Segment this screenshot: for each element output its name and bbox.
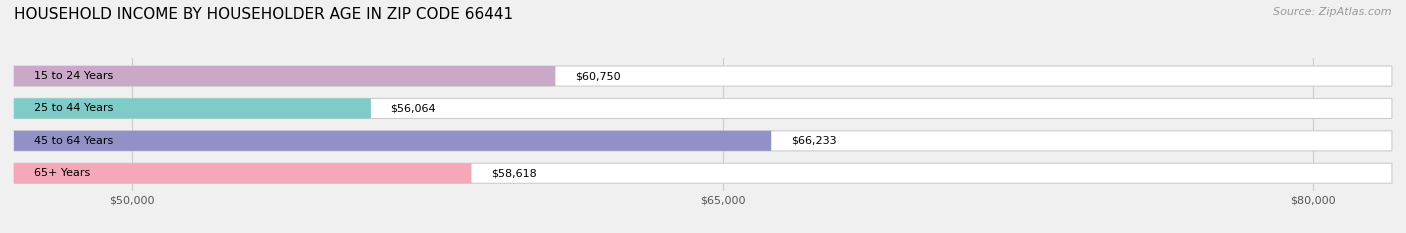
Text: $66,233: $66,233: [792, 136, 837, 146]
FancyBboxPatch shape: [14, 98, 1392, 119]
Text: $56,064: $56,064: [391, 103, 436, 113]
Text: 15 to 24 Years: 15 to 24 Years: [34, 71, 112, 81]
FancyBboxPatch shape: [14, 131, 1392, 151]
Text: $60,750: $60,750: [575, 71, 620, 81]
FancyBboxPatch shape: [14, 163, 471, 183]
Text: Source: ZipAtlas.com: Source: ZipAtlas.com: [1274, 7, 1392, 17]
Text: $58,618: $58,618: [491, 168, 537, 178]
Text: 65+ Years: 65+ Years: [34, 168, 90, 178]
FancyBboxPatch shape: [14, 98, 371, 119]
Text: HOUSEHOLD INCOME BY HOUSEHOLDER AGE IN ZIP CODE 66441: HOUSEHOLD INCOME BY HOUSEHOLDER AGE IN Z…: [14, 7, 513, 22]
FancyBboxPatch shape: [14, 66, 1392, 86]
Text: 45 to 64 Years: 45 to 64 Years: [34, 136, 112, 146]
FancyBboxPatch shape: [14, 163, 1392, 183]
FancyBboxPatch shape: [14, 131, 772, 151]
FancyBboxPatch shape: [14, 66, 555, 86]
Text: 25 to 44 Years: 25 to 44 Years: [34, 103, 112, 113]
